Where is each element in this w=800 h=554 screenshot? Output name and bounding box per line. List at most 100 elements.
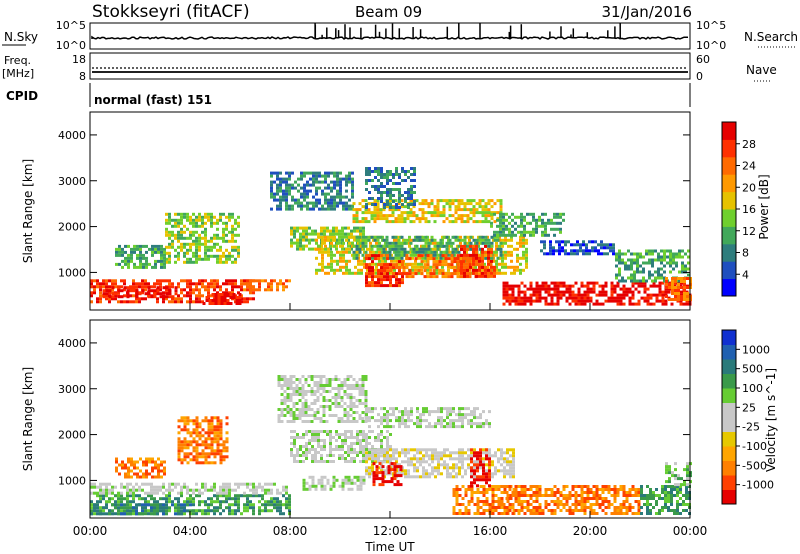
power-cell bbox=[303, 198, 306, 202]
velocity-cell bbox=[359, 481, 363, 485]
power-cell bbox=[156, 297, 159, 301]
power-cell bbox=[165, 233, 168, 237]
power-cell bbox=[544, 287, 548, 291]
velocity-cell bbox=[358, 402, 362, 405]
power-cell bbox=[447, 257, 451, 261]
power-cell bbox=[468, 238, 471, 242]
power-cell bbox=[174, 289, 178, 293]
velocity-cell bbox=[401, 472, 404, 476]
velocity-cell bbox=[192, 449, 196, 453]
power-cell bbox=[345, 262, 348, 266]
power-cell bbox=[469, 235, 473, 239]
power-cell bbox=[186, 218, 189, 222]
power-cell bbox=[586, 284, 590, 288]
velocity-cell bbox=[105, 500, 108, 504]
power-cell bbox=[392, 284, 395, 288]
power-cell bbox=[487, 211, 491, 215]
power-cell bbox=[376, 247, 380, 251]
velocity-cell bbox=[201, 452, 205, 456]
power-cell bbox=[348, 177, 351, 181]
power-cell bbox=[108, 279, 111, 283]
power-cell bbox=[374, 170, 377, 173]
power-cell bbox=[327, 204, 330, 208]
power-cell bbox=[671, 298, 674, 301]
power-cell bbox=[493, 212, 496, 216]
velocity-cell bbox=[314, 451, 317, 454]
power-cell bbox=[333, 244, 336, 248]
power-cell bbox=[219, 248, 222, 252]
power-cell bbox=[321, 174, 324, 178]
velocity-cell bbox=[341, 481, 345, 485]
velocity-cell bbox=[243, 506, 246, 510]
velocity-cell bbox=[183, 482, 186, 486]
power-cell bbox=[558, 240, 561, 244]
power-cell bbox=[130, 250, 133, 254]
power-cell bbox=[389, 278, 392, 282]
velocity-cell bbox=[219, 500, 222, 504]
power-cell bbox=[651, 273, 654, 277]
velocity-cell bbox=[288, 503, 291, 507]
power-cell bbox=[550, 221, 553, 225]
power-cell bbox=[345, 259, 348, 263]
velocity-cell bbox=[195, 434, 199, 438]
power-cell bbox=[435, 260, 439, 264]
power-cell bbox=[219, 245, 222, 249]
power-cell bbox=[344, 235, 347, 239]
power-cell bbox=[114, 285, 117, 289]
power-cell bbox=[665, 295, 668, 298]
velocity-cell bbox=[141, 488, 144, 492]
power-cell bbox=[243, 300, 246, 304]
velocity-cell bbox=[437, 451, 440, 455]
power-cell bbox=[401, 179, 404, 182]
velocity-cell bbox=[192, 503, 195, 507]
power-cell bbox=[120, 289, 124, 293]
power-cell bbox=[427, 202, 431, 206]
velocity-cell bbox=[189, 488, 192, 492]
power-cell bbox=[540, 249, 543, 253]
velocity-cell bbox=[135, 512, 138, 516]
beam-title: Beam 09 bbox=[355, 3, 422, 21]
velocity-cell bbox=[177, 506, 180, 510]
power-cell bbox=[360, 259, 363, 263]
power-cell bbox=[186, 282, 189, 286]
velocity-cell bbox=[316, 396, 320, 399]
power-cell bbox=[660, 267, 663, 271]
power-cell bbox=[504, 271, 507, 275]
velocity-cell bbox=[114, 506, 117, 510]
power-cell bbox=[270, 189, 273, 193]
power-cell bbox=[389, 197, 392, 200]
power-cell bbox=[654, 249, 657, 253]
power-cell bbox=[320, 232, 323, 236]
power-cell bbox=[469, 253, 472, 257]
power-cell bbox=[234, 260, 237, 264]
power-cell bbox=[383, 266, 386, 270]
power-cell bbox=[630, 261, 633, 265]
power-cell bbox=[505, 296, 509, 300]
velocity-cell bbox=[352, 417, 356, 420]
velocity-cell bbox=[159, 509, 162, 513]
velocity-cell bbox=[153, 503, 156, 507]
power-cell bbox=[496, 233, 499, 237]
power-cell bbox=[123, 294, 126, 298]
power-cell bbox=[333, 268, 336, 272]
power-cell bbox=[368, 266, 371, 270]
power-cell bbox=[456, 257, 460, 261]
velocity-cell bbox=[290, 448, 293, 451]
power-cell bbox=[622, 293, 626, 297]
power-cell bbox=[436, 244, 440, 248]
power-cell bbox=[342, 250, 345, 254]
velocity-cell bbox=[195, 458, 199, 462]
power-cell bbox=[481, 211, 485, 215]
power-cell bbox=[454, 199, 458, 203]
power-cell bbox=[535, 296, 539, 300]
power-cell bbox=[489, 263, 493, 267]
power-cell bbox=[445, 244, 449, 248]
velocity-cell bbox=[150, 497, 153, 501]
power-cell bbox=[586, 287, 590, 291]
power-cell bbox=[231, 282, 234, 286]
power-cell bbox=[636, 258, 639, 262]
power-cell bbox=[648, 258, 651, 262]
power-cell bbox=[444, 257, 448, 261]
velocity-cell bbox=[183, 458, 187, 462]
